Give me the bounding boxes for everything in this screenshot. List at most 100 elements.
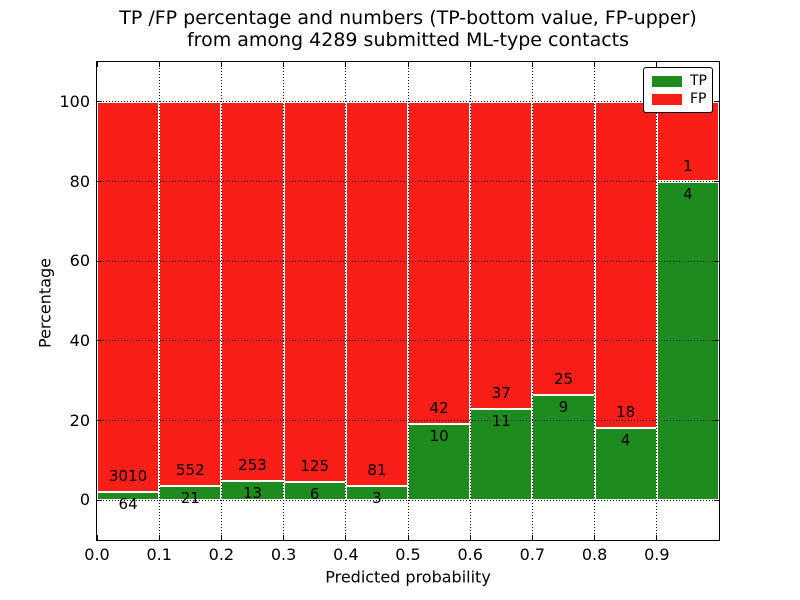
fp-bar — [221, 101, 284, 481]
tp-bar — [283, 481, 346, 501]
x-tick-mark-top — [531, 62, 533, 67]
gridline-horizontal — [97, 340, 719, 342]
tp-count-label: 6 — [309, 484, 320, 503]
fp-bar — [97, 101, 160, 492]
tp-count-label: 4 — [683, 184, 693, 203]
gridline-vertical — [158, 62, 160, 540]
fp-bar — [283, 101, 346, 482]
fp-count-label: 37 — [491, 383, 511, 402]
tp-count-label: 9 — [558, 397, 569, 416]
gridline-vertical — [656, 62, 658, 540]
x-tick-mark-top — [407, 62, 409, 67]
y-tick-mark-right — [714, 181, 719, 182]
x-tick-label: 0.4 — [333, 545, 359, 564]
tp-count-label: 10 — [429, 426, 449, 445]
tp-bar — [345, 485, 408, 501]
legend-row-tp: TP — [652, 73, 707, 89]
fp-count-label: 25 — [553, 369, 574, 388]
gridline-horizontal — [97, 181, 719, 182]
chart-title-line2: from among 4289 submitted ML-type contac… — [186, 29, 630, 51]
tp-bar — [470, 408, 533, 501]
gridline-vertical — [531, 62, 533, 540]
tp-count-label: 21 — [180, 488, 200, 507]
gridline-vertical — [407, 62, 409, 540]
y-tick-mark-right — [714, 499, 719, 501]
gridline-vertical — [345, 62, 347, 540]
gridline-vertical — [220, 62, 222, 540]
x-tick-label: 0.8 — [581, 545, 608, 564]
y-tick-mark — [97, 260, 102, 262]
y-tick-label: 40 — [69, 330, 90, 350]
legend-label: TP — [690, 73, 707, 89]
tp-count-label: 3 — [372, 488, 382, 507]
fp-bar — [159, 101, 222, 486]
x-tick-label: 0.3 — [270, 545, 297, 564]
tp-bar — [532, 394, 595, 501]
x-tick-mark-top — [594, 62, 596, 67]
fp-count-label: 125 — [300, 456, 330, 475]
chart-title: TP /FP percentage and numbers (TP-bottom… — [119, 7, 697, 51]
y-tick-mark-right — [714, 260, 719, 262]
y-tick-mark — [97, 340, 102, 342]
gridline-vertical — [283, 62, 285, 540]
gridline-vertical — [594, 62, 596, 540]
x-tick-mark-top — [469, 62, 471, 67]
plot-area: 3010 64 552 21 253 13 125 6 81 3 42 10 37 11 25 9 18 4 1 4 — [96, 61, 720, 541]
fp-bar — [345, 101, 408, 486]
chart-title-line1: TP /FP percentage and numbers (TP-bottom… — [119, 7, 697, 29]
legend-row-fp: FP — [652, 91, 707, 107]
x-tick-label: 0.5 — [395, 545, 421, 564]
x-axis-label: Predicted probability — [325, 567, 491, 587]
x-tick-mark-top — [220, 62, 222, 67]
fp-bar — [656, 101, 719, 182]
tp-legend-swatch — [652, 75, 682, 87]
tp-count-label: 13 — [242, 483, 263, 502]
legend-label: FP — [690, 91, 707, 107]
x-tick-mark — [531, 535, 533, 540]
fp-count-label: 552 — [175, 460, 205, 479]
fp-count-label: 42 — [429, 398, 449, 417]
fp-bar — [532, 101, 595, 395]
fp-bar — [594, 101, 657, 428]
y-tick-mark-right — [714, 101, 719, 103]
y-tick-label: 100 — [59, 91, 90, 111]
x-tick-mark-top — [718, 62, 720, 67]
y-tick-label: 20 — [69, 410, 90, 430]
x-tick-mark — [96, 535, 98, 540]
y-tick-label: 60 — [69, 251, 90, 271]
y-tick-mark — [97, 181, 102, 182]
y-tick-mark — [97, 101, 102, 103]
gridline-horizontal — [97, 420, 719, 421]
x-tick-mark — [594, 535, 596, 540]
x-tick-mark-top — [96, 62, 98, 67]
y-tick-label: 0 — [79, 490, 90, 510]
gridline-horizontal — [97, 101, 719, 103]
tp-count-label: 4 — [620, 430, 631, 449]
fp-bar — [408, 101, 471, 424]
fp-bar — [470, 101, 533, 409]
y-tick-mark — [97, 499, 102, 501]
x-tick-mark-top — [158, 62, 160, 67]
gridline-vertical — [469, 62, 471, 540]
y-tick-mark-right — [714, 420, 719, 421]
x-tick-mark — [220, 535, 222, 540]
tp-bar — [97, 491, 160, 501]
x-tick-mark — [407, 535, 409, 540]
tp-bar — [221, 480, 284, 501]
x-tick-mark — [158, 535, 160, 540]
x-tick-label: 0.6 — [457, 545, 483, 564]
y-tick-label: 80 — [69, 171, 90, 191]
fp-count-label: 3010 — [109, 466, 148, 485]
x-tick-mark — [345, 535, 347, 540]
fp-legend-swatch — [652, 93, 682, 105]
x-tick-label: 0.1 — [146, 545, 172, 564]
fp-count-label: 253 — [238, 455, 267, 474]
legend: TP FP — [643, 67, 713, 113]
tp-count-label: 64 — [118, 494, 138, 513]
x-tick-mark — [718, 535, 720, 540]
gridline-horizontal — [97, 260, 719, 262]
fp-count-label: 81 — [367, 460, 387, 479]
x-tick-mark — [656, 535, 658, 540]
gridline-horizontal — [97, 499, 719, 501]
